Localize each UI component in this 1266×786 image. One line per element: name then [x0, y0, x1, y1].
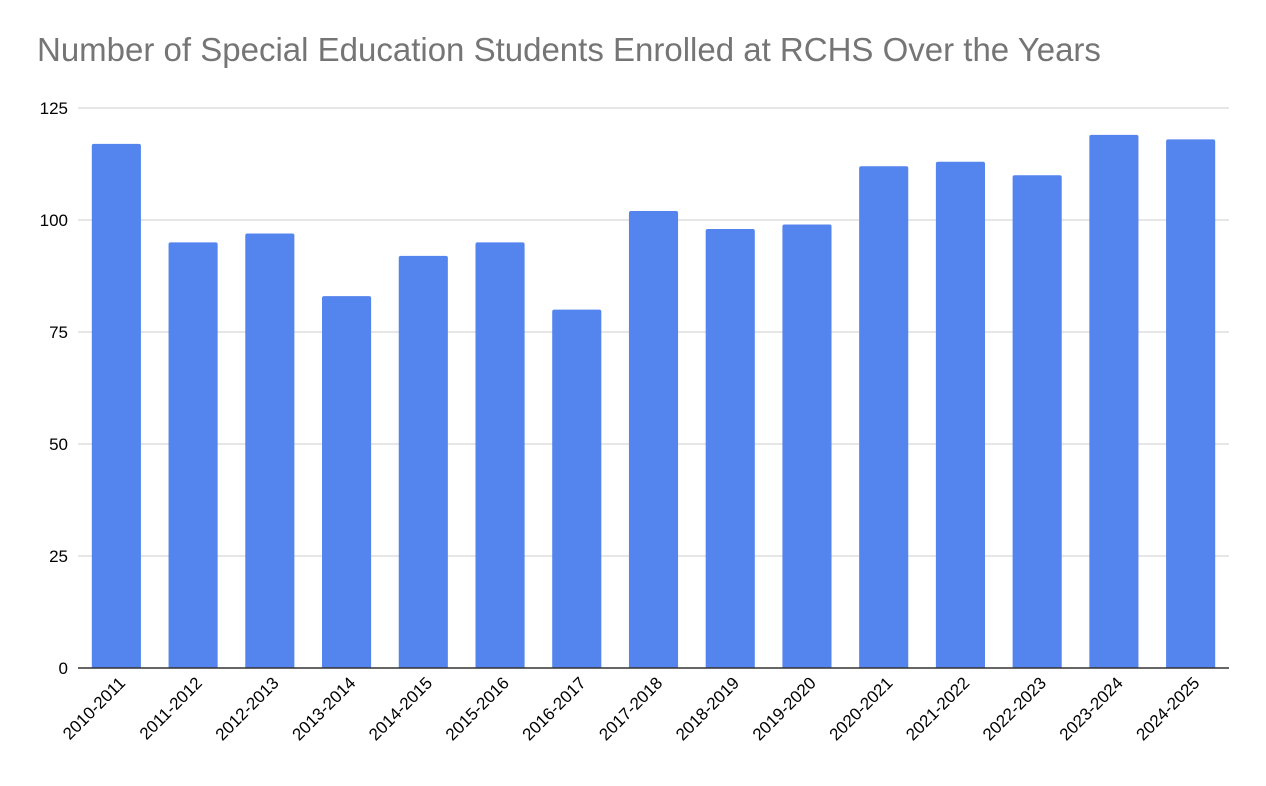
x-tick-label: 2013-2014: [288, 673, 359, 744]
x-tick-label: 2011-2012: [136, 673, 206, 743]
x-tick-label: 2022-2023: [979, 673, 1050, 744]
x-tick-label: 2024-2025: [1133, 673, 1204, 744]
x-tick-label: 2023-2024: [1056, 673, 1127, 744]
x-tick-label: 2020-2021: [826, 673, 897, 744]
bar-2010-2011: [91, 143, 141, 669]
bar-2024-2025: [1166, 139, 1216, 669]
chart-title: Number of Special Education Students Enr…: [37, 31, 1101, 68]
bar-2018-2019: [705, 228, 755, 668]
bar-2020-2021: [859, 166, 909, 669]
y-tick-label: 75: [49, 323, 68, 342]
y-tick-label: 125: [40, 99, 68, 118]
x-tick-label: 2019-2020: [749, 673, 820, 744]
bar-2022-2023: [1012, 175, 1062, 668]
bar-2013-2014: [322, 296, 372, 668]
y-tick-label: 100: [40, 211, 68, 230]
bar-2021-2022: [935, 161, 985, 668]
bar-2011-2012: [168, 242, 218, 668]
bar-2019-2020: [782, 224, 832, 669]
x-tick-label: 2021-2022: [902, 673, 973, 744]
y-tick-label: 50: [49, 435, 68, 454]
x-tick-label: 2014-2015: [365, 673, 436, 744]
bars: [91, 134, 1216, 669]
bar-2014-2015: [398, 255, 448, 668]
x-tick-label: 2018-2019: [672, 673, 743, 744]
bar-2023-2024: [1089, 134, 1139, 668]
x-tick-label: 2012-2013: [212, 673, 283, 744]
x-tick-label: 2015-2016: [442, 673, 513, 744]
x-axis: 2010-2011 2011-2012 2012-2013 2013-2014 2014…: [59, 667, 1229, 744]
x-tick-label: 2016-2017: [519, 673, 590, 744]
bar-2015-2016: [475, 242, 525, 668]
y-axis: 0 25 50 75 100 125: [40, 99, 68, 678]
bar-2017-2018: [628, 211, 679, 669]
y-tick-label: 0: [59, 659, 68, 678]
y-tick-label: 25: [49, 547, 68, 566]
bar-2012-2013: [245, 233, 295, 668]
bar-2016-2017: [552, 309, 602, 668]
x-tick-label: 2010-2011: [59, 673, 129, 743]
x-tick-label: 2017-2018: [595, 673, 666, 744]
